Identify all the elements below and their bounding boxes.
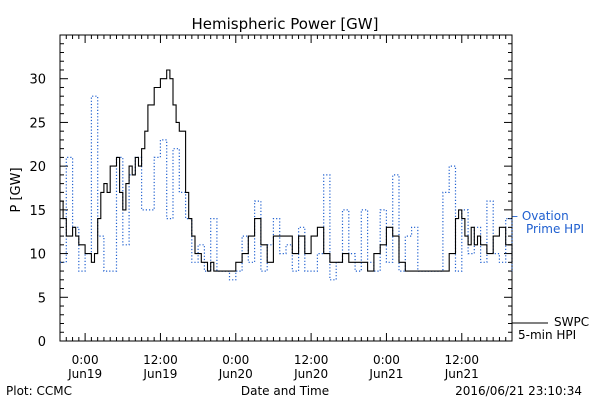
x-axis-label: Date and Time [241,384,329,398]
y-tick-label: 25 [29,116,46,131]
y-axis-label: P [GW] [9,167,24,212]
legend-ovation-line1: – Ovation [512,209,569,223]
y-axis: 0 5 10 15 20 25 30 [29,34,512,350]
x-tick-time-label: 0:00 [373,353,400,367]
legend-ovation-line2: Prime HPI [526,222,584,236]
y-tick-label: 5 [38,291,46,306]
x-tick-date-label: Jun20 [218,367,253,381]
y-tick-label: 30 [29,73,46,88]
legend-ovation: – Ovation Prime HPI [512,209,584,236]
x-tick-time-label: 0:00 [72,353,99,367]
y-tick-label: 10 [29,248,46,263]
x-axis: 0:00Jun1912:00Jun190:00Jun2012:00Jun200:… [59,35,513,381]
legend-swpc: SWPC 5-min HPI [512,315,589,342]
y-tick-label: 15 [29,204,46,219]
series-ovation-line [60,95,513,281]
x-tick-date-label: Jun19 [67,367,102,381]
x-tick-date-label: Jun19 [142,367,177,381]
plot-area-border [59,34,513,342]
series-layer [60,69,513,281]
legend-swpc-line1: SWPC [554,315,589,329]
x-tick-time-label: 0:00 [222,353,249,367]
x-tick-time-label: 12:00 [294,353,329,367]
chart-title: Hemispheric Power [GW] [192,15,379,33]
x-tick-date-label: Jun20 [293,367,328,381]
plot-timestamp: 2016/06/21 23:10:34 [455,384,582,398]
series-swpc-line [60,69,513,272]
plot-credit: Plot: CCMC [6,384,72,398]
legend-swpc-line2: 5-min HPI [518,328,576,342]
x-tick-date-label: Jun21 [368,367,403,381]
y-tick-label: 0 [38,335,46,350]
y-tick-label: 20 [29,160,46,175]
x-tick-time-label: 12:00 [143,353,178,367]
plot-frame [59,34,513,342]
x-tick-date-label: Jun21 [444,367,479,381]
x-tick-time-label: 12:00 [444,353,479,367]
